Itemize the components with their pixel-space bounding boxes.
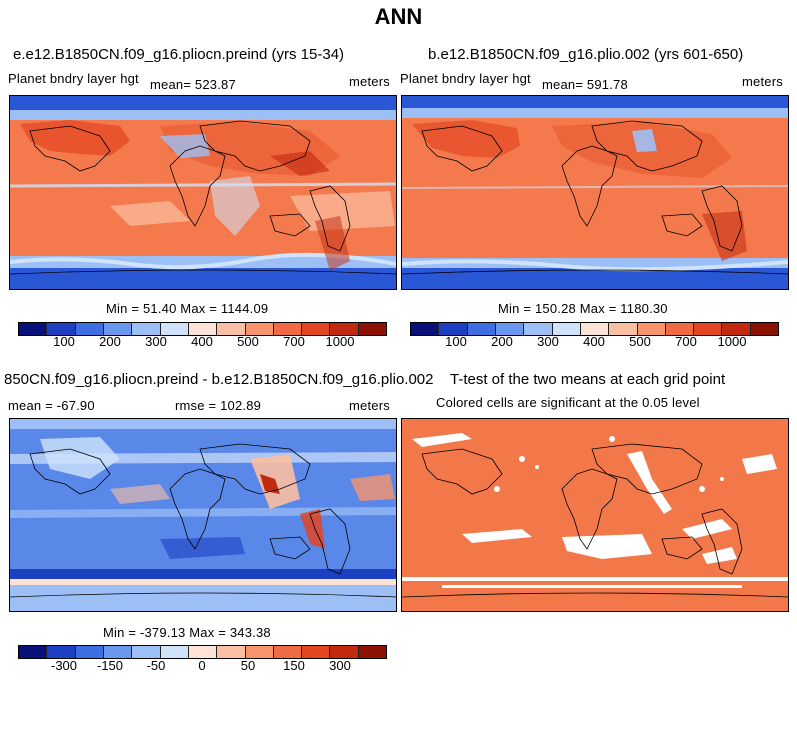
panel-3-title: 850CN.f09_g16.pliocn.preind - b.e12.B185… [4, 371, 434, 388]
panel-2-colorbar-label: 400 [583, 334, 605, 349]
panel-1-field-label: Planet bndry layer hgt [8, 71, 139, 86]
panel-1-colorbar-label: 1000 [325, 334, 355, 349]
panel-3-mean: mean = -67.90 [8, 398, 95, 413]
panel-3-colorbar-label: -50 [146, 658, 166, 673]
panel-1-colorbar-label: 300 [145, 334, 167, 349]
panel-2-colorbar-label: 500 [629, 334, 651, 349]
panel-4-subtitle: Colored cells are significant at the 0.0… [436, 395, 700, 410]
panel-3-rmse: rmse = 102.89 [175, 398, 262, 413]
panel-3-map [9, 418, 397, 612]
panel-2-mean: mean= 591.78 [542, 77, 628, 92]
panel-1-colorbar-label: 400 [191, 334, 213, 349]
panel-3-colorbar-label: 150 [283, 658, 305, 673]
panel-3-stats: Min = -379.13 Max = 343.38 [103, 625, 271, 640]
panel-3-colorbar-label: 300 [329, 658, 351, 673]
panel-4-map [401, 418, 789, 612]
panel-1-colorbar-label: 100 [53, 334, 75, 349]
panel-1-colorbar-label: 500 [237, 334, 259, 349]
panel-3-colorbar-label: -300 [50, 658, 78, 673]
panel-3-colorbar-label: 0 [198, 658, 206, 673]
panel-1-colorbar [18, 322, 387, 336]
panel-2-colorbar-label: 1000 [717, 334, 747, 349]
panel-3-units: meters [349, 398, 390, 413]
panel-2-colorbar-label: 200 [491, 334, 513, 349]
panel-2-colorbar [410, 322, 779, 336]
page-title: ANN [374, 4, 423, 29]
panel-2-units: meters [742, 74, 783, 89]
panel-1-stats: Min = 51.40 Max = 1144.09 [106, 301, 269, 316]
panel-2-colorbar-label: 100 [445, 334, 467, 349]
panel-1-colorbar-label: 700 [283, 334, 305, 349]
panel-4-title: T-test of the two means at each grid poi… [450, 371, 726, 388]
panel-1-map [9, 95, 397, 290]
panel-1-mean: mean= 523.87 [150, 77, 236, 92]
panel-3-colorbar-label: 50 [240, 658, 256, 673]
panel-2-stats: Min = 150.28 Max = 1180.30 [498, 301, 668, 316]
panel-1-title: e.e12.B1850CN.f09_g16.pliocn.preind (yrs… [13, 46, 345, 63]
panel-1-colorbar-label: 200 [99, 334, 121, 349]
panel-2-colorbar-label: 700 [675, 334, 697, 349]
panel-2-title: b.e12.B1850CN.f09_g16.plio.002 (yrs 601-… [428, 46, 744, 63]
panel-3-colorbar [18, 645, 387, 659]
panel-2-colorbar-label: 300 [537, 334, 559, 349]
panel-3-colorbar-label: -150 [96, 658, 124, 673]
panel-2-field-label: Planet bndry layer hgt [400, 71, 531, 86]
panel-1-units: meters [349, 74, 390, 89]
panel-2-map [401, 95, 789, 290]
